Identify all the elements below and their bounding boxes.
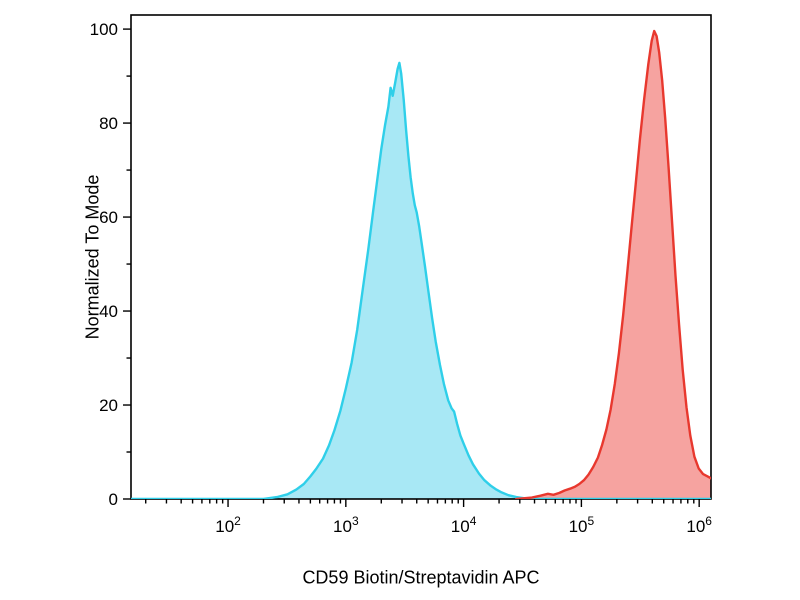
y-tick-label: 60	[99, 208, 118, 227]
cyan-population-fill	[131, 62, 711, 499]
y-tick-label: 40	[99, 302, 118, 321]
red-population-fill	[516, 31, 711, 499]
axis-ticks	[123, 28, 700, 507]
y-tick-label: 20	[99, 396, 118, 415]
y-tick-label: 80	[99, 114, 118, 133]
x-tick-label: 102	[215, 514, 241, 536]
axis-box	[130, 14, 712, 500]
red-population-curve	[515, 29, 711, 499]
plot-area-fills	[131, 31, 711, 499]
x-tick-label: 105	[569, 514, 595, 536]
y-axis-title: Normalized To Mode	[82, 174, 103, 340]
plot-area-curves	[131, 29, 711, 499]
x-tick-label: 106	[686, 514, 712, 536]
x-axis-title: CD59 Biotin/Streptavidin APC	[302, 567, 540, 588]
y-tick-label: 0	[109, 490, 118, 509]
cyan-population-curve	[131, 61, 711, 499]
x-tick-label: 104	[451, 514, 477, 536]
y-tick-label: 100	[90, 20, 118, 39]
x-tick-label: 103	[333, 514, 359, 536]
